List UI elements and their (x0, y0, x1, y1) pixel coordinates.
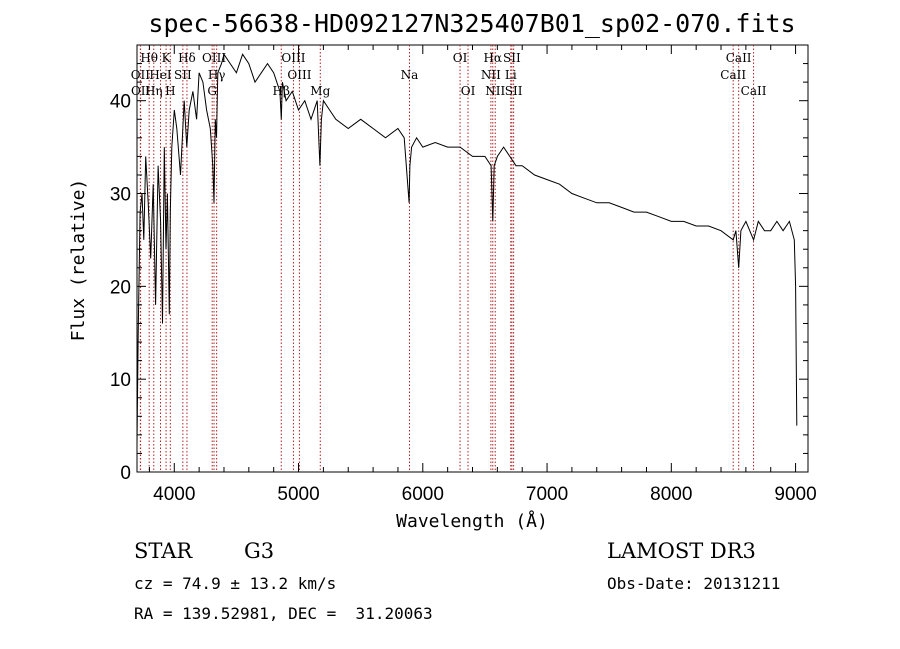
spectral-line-label: CaII (726, 51, 752, 65)
spectral-line-label: Hγ (208, 68, 226, 82)
y-axis-label: Flux (relative) (68, 179, 89, 342)
x-tick-label: 7000 (526, 484, 568, 505)
spectral-line-label: NII (481, 68, 501, 82)
observation-date: Obs-Date: 20131211 (607, 574, 781, 593)
x-axis-label: Wavelength (Å) (396, 510, 548, 532)
spectral-line-label: H (165, 84, 175, 98)
object-type: STAR (134, 539, 193, 563)
x-tick-label: 5000 (277, 484, 319, 505)
spectral-line-label: OII (131, 68, 151, 82)
y-tick-label: 0 (120, 463, 131, 484)
spectral-line-label: OI (461, 84, 476, 98)
y-tick-label: 10 (110, 370, 131, 391)
spectral-line-label: Hδ (178, 51, 196, 65)
spectral-line-label: Hα (483, 51, 502, 65)
spectral-line-label: CaII (720, 68, 746, 82)
sky-coordinates: RA = 139.52981, DEC = 31.20063 (134, 604, 433, 623)
spectral-line-label: G (207, 84, 217, 98)
spectral-line-label: CaII (741, 84, 767, 98)
spectral-line-label: OIII (287, 68, 311, 82)
y-tick-label: 20 (110, 277, 131, 298)
survey-name: LAMOST DR3 (607, 539, 756, 563)
y-tick-label: 40 (110, 92, 131, 113)
redshift-velocity: cz = 74.9 ± 13.2 km/s (134, 574, 337, 593)
spectral-line-label: OIII (202, 51, 226, 65)
spectral-line-label: HeI (149, 68, 172, 82)
x-tick-label: 8000 (650, 484, 692, 505)
spectral-line-label: OI (453, 51, 468, 65)
spectral-line-label: OII (131, 84, 151, 98)
spectral-line-label: OIII (281, 51, 305, 65)
spectral-line-label: NII (485, 84, 505, 98)
x-tick-label: 9000 (774, 484, 816, 505)
spectral-line-label: Hη (145, 84, 163, 98)
chart-title: spec-56638-HD092127N325407B01_sp02-070.f… (148, 9, 795, 38)
plot-frame (136, 44, 809, 473)
y-axis-ticks: 0 10 20 30 40 (110, 63, 808, 484)
x-axis-ticks: 4000 5000 6000 7000 8000 9000 (148, 45, 817, 505)
x-tick-label: 6000 (402, 484, 444, 505)
spectral-line-label: Hβ (273, 84, 290, 98)
y-tick-label: 30 (110, 185, 131, 206)
spectral-line-markers (139, 45, 755, 472)
spectral-line-label: SII (505, 84, 523, 98)
x-tick-label: 4000 (153, 484, 195, 505)
spectrum-series-line (136, 53, 798, 445)
spectral-line-label: K (162, 51, 172, 65)
spectral-line-label: Na (401, 68, 419, 82)
spectral-line-label: SII (174, 68, 192, 82)
spectral-line-label: Hθ (140, 51, 158, 65)
spectral-line-label: Mg (310, 84, 330, 98)
spectral-subclass: G3 (244, 539, 275, 563)
spectral-line-label: Li (505, 68, 517, 82)
spectral-line-label: SII (503, 51, 521, 65)
